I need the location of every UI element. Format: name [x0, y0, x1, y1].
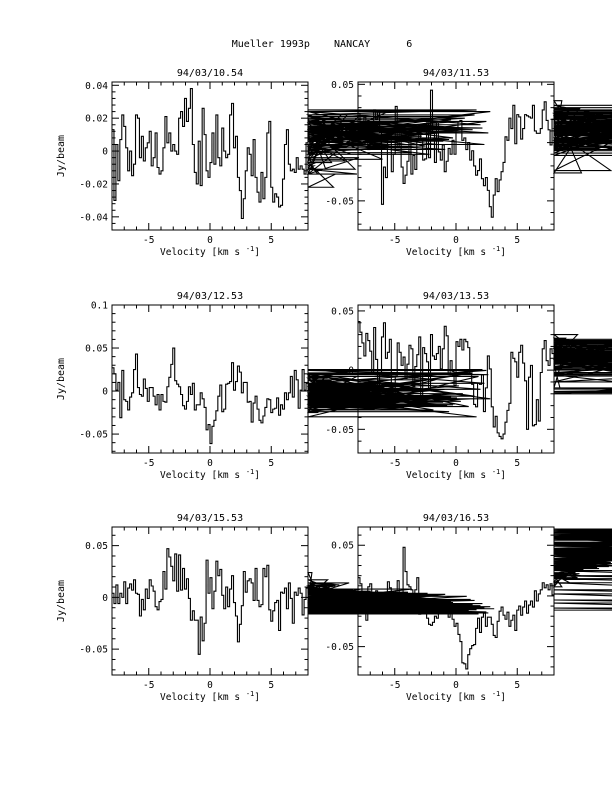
- x-tick-label: -5: [389, 458, 400, 469]
- page-title: Mueller 1993p NANCAY 6: [232, 39, 413, 50]
- x-tick-label: -5: [389, 235, 400, 246]
- x-axis-label: Velocity [km s -1]: [406, 690, 506, 703]
- y-tick-label: 0.04: [85, 81, 108, 92]
- x-tick-label: 5: [514, 680, 520, 691]
- x-tick-label: -5: [143, 680, 154, 691]
- x-tick-label: 5: [268, 458, 274, 469]
- x-axis-label: Velocity [km s -1]: [160, 245, 260, 258]
- x-tick-label: 5: [268, 235, 274, 246]
- x-tick-label: 0: [453, 458, 459, 469]
- y-tick-label: 0.05: [85, 344, 108, 355]
- y-tick-label: -0.05: [325, 425, 354, 436]
- chart-panel-5: 94/03/15.53 -5 0 5 -0.05 0 0.05 Velocity [km s …: [56, 513, 495, 703]
- y-tick-label: 0: [102, 147, 108, 158]
- spectrum-line: [358, 321, 612, 440]
- x-tick-label: 0: [453, 235, 459, 246]
- spectrum-line: [112, 347, 491, 445]
- x-tick-label: 0: [207, 680, 213, 691]
- spectrum-line: [112, 88, 491, 220]
- x-axis-label: Velocity [km s -1]: [406, 245, 506, 258]
- panel-title: 94/03/13.53: [423, 291, 489, 302]
- x-tick-label: 5: [268, 680, 274, 691]
- chart-panel-3: 94/03/12.53 -5 0 5 -0.05 0 0.05 0.1 Velocity [km…: [56, 291, 491, 481]
- chart-panel-2: 94/03/11.53 -5 0 5 -0.05 0 0.05 Velocity [km s …: [325, 68, 612, 258]
- y-tick-label: -0.05: [325, 642, 354, 653]
- y-tick-label: 0.05: [331, 306, 354, 317]
- x-tick-label: 0: [207, 458, 213, 469]
- x-axis-label: Velocity [km s -1]: [160, 468, 260, 481]
- panel-title: 94/03/15.53: [177, 513, 243, 524]
- y-tick-label: 0.05: [331, 541, 354, 552]
- spectrum-line: [112, 548, 495, 655]
- y-axis-label: Jy/beam: [56, 135, 67, 177]
- y-tick-label: 0.1: [91, 301, 108, 312]
- x-tick-label: -5: [143, 458, 154, 469]
- x-tick-label: 5: [514, 235, 520, 246]
- chart-panel-1: 94/03/10.54 -5 0 5 -0.04 -0.02 0 0.02 0.04 Veloci…: [56, 68, 491, 258]
- spectrum-line: [358, 89, 612, 218]
- y-tick-label: 0: [348, 366, 354, 377]
- chart-panel-4: 94/03/13.53 -5 0 5 -0.05 0 0.05 Velocity [km s …: [325, 291, 612, 481]
- y-tick-label: 0: [348, 591, 354, 602]
- y-tick-label: -0.02: [79, 179, 108, 190]
- panel-title: 94/03/10.54: [177, 68, 243, 79]
- y-axis-label: Jy/beam: [56, 358, 67, 400]
- x-tick-label: -5: [143, 235, 154, 246]
- chart-panel-6: 94/03/16.53 -5 0 5 -0.05 0 0.05 Velocity [km s …: [325, 513, 612, 703]
- y-axis-label: Jy/beam: [56, 580, 67, 622]
- y-tick-label: 0: [102, 387, 108, 398]
- y-tick-label: 0.05: [85, 541, 108, 552]
- y-tick-label: -0.05: [79, 645, 108, 656]
- spectrum-line: [358, 528, 612, 670]
- y-tick-label: -0.04: [79, 212, 108, 223]
- x-tick-label: -5: [389, 680, 400, 691]
- panel-title: 94/03/16.53: [423, 513, 489, 524]
- y-tick-label: 0.05: [331, 80, 354, 91]
- y-tick-label: 0.02: [85, 114, 108, 125]
- panels-group: 94/03/10.54 -5 0 5 -0.04 -0.02 0 0.02 0.04 Veloci…: [56, 68, 612, 703]
- y-tick-label: 0: [348, 138, 354, 149]
- y-tick-label: -0.05: [325, 196, 354, 207]
- x-axis-label: Velocity [km s -1]: [160, 690, 260, 703]
- x-tick-label: 5: [514, 458, 520, 469]
- x-axis-label: Velocity [km s -1]: [406, 468, 506, 481]
- x-tick-label: 0: [207, 235, 213, 246]
- y-tick-label: -0.05: [79, 430, 108, 441]
- y-tick-label: 0: [102, 593, 108, 604]
- panel-title: 94/03/12.53: [177, 291, 243, 302]
- panel-title: 94/03/11.53: [423, 68, 489, 79]
- x-tick-label: 0: [453, 680, 459, 691]
